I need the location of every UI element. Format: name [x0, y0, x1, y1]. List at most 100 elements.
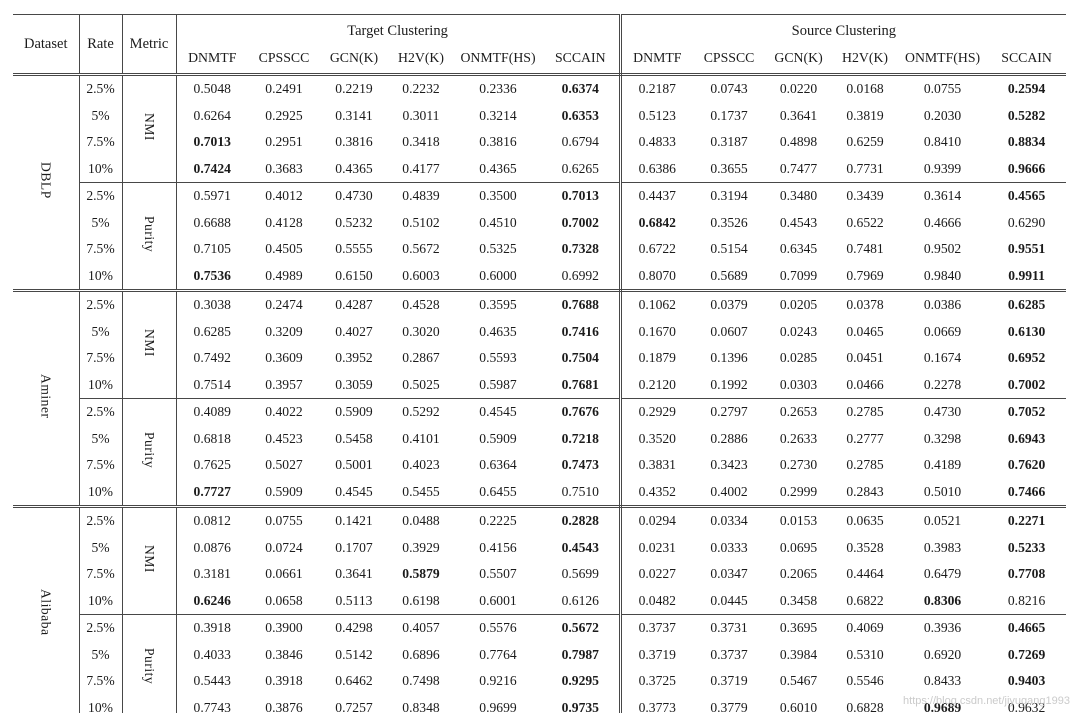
method-header-target: CPSSCC	[248, 45, 320, 76]
target-value-cell: 0.7473	[542, 452, 622, 479]
source-value-cell: 0.6345	[779, 241, 818, 257]
target-value-cell: 0.5027	[265, 457, 303, 473]
source-value-cell: 0.0379	[710, 297, 748, 313]
metric-label: NMI	[122, 506, 177, 615]
target-value-cell: 0.7688	[542, 290, 622, 319]
target-value-cell: 0.6150	[320, 262, 388, 292]
target-value-cell: 0.3181	[193, 566, 231, 582]
method-header-target: H2V(K)	[388, 45, 454, 76]
rate-cell: 2.5%	[79, 182, 123, 210]
source-value-cell: 0.2886	[710, 430, 748, 446]
target-value-cell: 0.6688	[193, 214, 231, 230]
target-value-cell: 0.6896	[402, 646, 440, 662]
source-value-cell: 0.3773	[620, 694, 694, 713]
metric-label-text: NMI	[141, 329, 157, 357]
target-value-cell: 0.6001	[454, 587, 542, 615]
target-value-cell: 0.3846	[265, 646, 303, 662]
source-value-cell: 0.5233	[1007, 539, 1046, 555]
target-value-cell: 0.4365	[320, 155, 388, 183]
source-value-cell: 0.5154	[710, 241, 748, 257]
source-value-cell: 0.9689	[898, 694, 988, 713]
source-value-cell: 0.5546	[846, 673, 884, 689]
source-value-cell: 0.7708	[1007, 566, 1046, 582]
metric-label-text: Purity	[141, 647, 157, 685]
source-value-cell: 0.3526	[710, 214, 748, 230]
source-value-cell: 0.3298	[923, 430, 962, 446]
target-value-cell: 0.2828	[542, 506, 622, 535]
rate-cell: 2.5%	[79, 398, 123, 426]
target-value-cell: 0.3020	[402, 323, 440, 339]
rate-cell: 7.5%	[79, 452, 123, 479]
target-value-cell: 0.4287	[335, 297, 373, 313]
source-value-cell: 0.3719	[710, 673, 748, 689]
source-value-cell: 0.2785	[846, 457, 884, 473]
source-value-cell: 0.4666	[923, 214, 962, 230]
target-value-cell: 0.6126	[542, 587, 622, 615]
table-row: Aminer 2.5% NMI 0.3038 0.2474 0.4287 0.4528 0.3…	[13, 290, 1066, 508]
source-value-cell: 0.0347	[710, 566, 748, 582]
table-row: 7.5% 0.7105 0.4505 0.5555 0.5672 0.5325 0.7328…	[13, 236, 1066, 263]
metric-label-text: Purity	[141, 215, 157, 253]
target-value-cell: 0.4128	[265, 214, 303, 230]
target-value-cell: 0.5576	[479, 620, 517, 636]
source-value-cell: 0.2271	[1007, 513, 1046, 529]
table-row: 10% 0.7514 0.3957 0.3059 0.5025 0.5987 0.7681 0…	[13, 371, 1067, 399]
source-value-cell: 0.3458	[765, 587, 833, 615]
table-row: 7.5% 0.7492 0.3609 0.3952 0.2867 0.5593 0.7504…	[13, 345, 1066, 372]
source-value-cell: 0.6522	[846, 214, 884, 230]
source-value-cell: 0.6842	[638, 214, 676, 230]
source-value-cell: 0.7731	[832, 155, 899, 183]
target-value-cell: 0.5909	[479, 430, 517, 446]
target-value-cell: 0.2336	[479, 81, 517, 97]
target-value-cell: 0.6285	[193, 323, 231, 339]
target-value-cell: 0.7764	[479, 646, 517, 662]
target-value-cell: 0.5672	[542, 614, 622, 642]
source-value-cell: 0.3655	[693, 155, 766, 183]
source-value-cell: 0.0466	[832, 371, 899, 399]
target-value-cell: 0.3500	[479, 188, 517, 204]
source-value-cell: 0.6285	[1007, 297, 1046, 313]
target-value-cell: 0.7257	[320, 694, 388, 713]
source-value-cell: 0.8834	[1007, 134, 1046, 150]
source-value-cell: 0.8216	[987, 587, 1067, 615]
source-value-cell: 0.5010	[898, 478, 988, 508]
dataset-label: Aminer	[13, 290, 80, 508]
target-value-cell: 0.6364	[479, 457, 517, 473]
target-value-cell: 0.4057	[402, 620, 440, 636]
source-value-cell: 0.6290	[1007, 214, 1046, 230]
table-row: 2.5% Purity 0.5971 0.4012 0.4730 0.4839 0.3500…	[13, 182, 1066, 292]
target-value-cell: 0.3683	[248, 155, 320, 183]
target-value-cell: 0.0724	[265, 539, 303, 555]
target-value-cell: 0.4730	[335, 188, 373, 204]
source-value-cell: 0.0333	[710, 539, 748, 555]
source-value-cell: 0.4665	[1007, 620, 1046, 636]
target-value-cell: 0.3141	[335, 107, 373, 123]
target-value-cell: 0.7328	[542, 236, 622, 263]
rate-cell: 5%	[79, 534, 123, 561]
source-value-cell: 0.0220	[779, 81, 818, 97]
table-row: 7.5% 0.7013 0.2951 0.3816 0.3418 0.3816 0.6794…	[13, 129, 1066, 156]
target-value-cell: 0.7514	[176, 371, 248, 399]
source-value-cell: 0.6952	[1007, 350, 1046, 366]
metric-label: NMI	[122, 290, 177, 399]
source-value-cell: 0.3719	[638, 646, 676, 662]
source-value-cell: 0.9403	[1007, 673, 1046, 689]
target-value-cell: 0.4523	[265, 430, 303, 446]
clustering-results-table: Dataset Rate Metric Target Clustering So…	[13, 14, 1067, 713]
table-row: 7.5% 0.7625 0.5027 0.5001 0.4023 0.6364 0.7473…	[13, 452, 1066, 479]
table-row: DBLP 2.5% NMI 0.5048 0.2491 0.2219 0.2232 0.233…	[13, 74, 1066, 292]
rate-cell: 2.5%	[79, 290, 123, 319]
target-value-cell: 0.4989	[248, 262, 320, 292]
target-value-cell: 0.3952	[335, 350, 373, 366]
target-value-cell: 0.9699	[454, 694, 542, 713]
table-row: 5% 0.6264 0.2925 0.3141 0.3011 0.3214 0.6353 0.…	[13, 102, 1066, 129]
source-value-cell: 0.1992	[693, 371, 766, 399]
header-group-row: Dataset Rate Metric Target Clustering So…	[13, 14, 1066, 76]
table-row: 7.5% 0.5443 0.3918 0.6462 0.7498 0.9216 0.9295…	[13, 668, 1066, 695]
table-row: 5% 0.6688 0.4128 0.5232 0.5102 0.4510 0.7002 0.…	[13, 209, 1066, 236]
source-value-cell: 0.6010	[765, 694, 833, 713]
source-value-cell: 0.0303	[765, 371, 833, 399]
table-row: 7.5% 0.3181 0.0661 0.3641 0.5879 0.5507 0.5699…	[13, 561, 1066, 588]
target-value-cell: 0.5458	[335, 430, 373, 446]
target-value-cell: 0.3214	[479, 107, 517, 123]
